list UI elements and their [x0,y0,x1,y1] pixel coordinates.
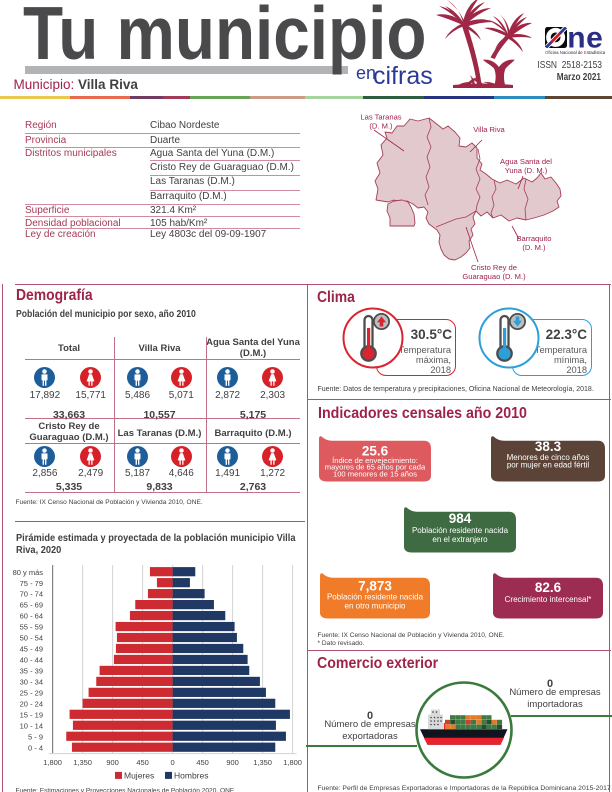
svg-text:55 - 59: 55 - 59 [20,623,43,632]
svg-text:Oficina Nacional de Estadístic: Oficina Nacional de Estadística [545,50,606,55]
svg-text:7,873: 7,873 [358,578,392,593]
svg-text:Villa Riva: Villa Riva [473,125,505,134]
svg-text:50 - 54: 50 - 54 [20,634,43,643]
svg-text:900: 900 [226,758,239,767]
svg-text:Fuente: Estimaciones y Proyecc: Fuente: Estimaciones y Proyecciones Naci… [16,788,235,792]
svg-text:20 - 24: 20 - 24 [20,699,43,708]
svg-text:10 - 14: 10 - 14 [20,721,43,730]
svg-text:Las Taranas: Las Taranas [360,113,401,122]
svg-text:en otro municipio: en otro municipio [344,601,405,610]
svg-text:Hombres: Hombres [174,771,208,781]
svg-text:1,800: 1,800 [283,758,302,767]
svg-text:Yuna (D. M.): Yuna (D. M.) [505,166,548,175]
svg-text:25 - 29: 25 - 29 [20,688,43,697]
svg-text:75 - 79: 75 - 79 [20,579,43,588]
svg-text:0 - 4: 0 - 4 [28,743,43,752]
svg-text:35 - 39: 35 - 39 [20,667,43,676]
svg-text:por mujer en edad fértil: por mujer en edad fértil [507,460,589,469]
svg-text:450: 450 [196,758,209,767]
svg-text:Barraquito: Barraquito [516,234,551,243]
svg-text:15 - 19: 15 - 19 [20,710,43,719]
svg-text:65 - 69: 65 - 69 [20,601,43,610]
svg-text:1,350: 1,350 [253,758,272,767]
svg-text:Cristo Rey de: Cristo Rey de [471,263,517,272]
svg-text:en el extranjero: en el extranjero [432,535,488,544]
svg-text:mayores de 65 años por cada: mayores de 65 años por cada [325,463,426,472]
svg-text:0: 0 [171,758,175,767]
svg-text:1,800: 1,800 [43,758,62,767]
svg-text:Índice de envejecimiento:: Índice de envejecimiento: [332,456,418,465]
svg-text:Población residente nacida: Población residente nacida [327,592,424,601]
svg-text:Mujeres: Mujeres [124,771,154,781]
svg-text:450: 450 [136,758,149,767]
svg-text:80 y más: 80 y más [13,568,44,577]
svg-text:Agua Santa del: Agua Santa del [500,157,552,166]
svg-text:Menores de cinco años: Menores de cinco años [506,453,589,462]
svg-text:60 - 64: 60 - 64 [20,612,43,621]
svg-text:40 - 44: 40 - 44 [20,656,43,665]
svg-text:25.6: 25.6 [362,444,389,459]
svg-text:Crecimiento intercensal*: Crecimiento intercensal* [504,595,591,604]
svg-text:5 - 9: 5 - 9 [28,732,43,741]
svg-text:900: 900 [106,758,119,767]
svg-text:ne: ne [567,27,603,55]
svg-text:100 menores de 15 años: 100 menores de 15 años [333,469,417,478]
svg-text:45 - 49: 45 - 49 [20,645,43,654]
svg-text:Población residente nacida: Población residente nacida [412,526,509,535]
svg-text:70 - 74: 70 - 74 [20,590,43,599]
svg-text:30 - 34: 30 - 34 [20,678,43,687]
svg-text:82.6: 82.6 [534,580,561,595]
svg-text:1,350: 1,350 [73,758,92,767]
svg-text:984: 984 [448,511,471,526]
svg-text:(D. M.): (D. M.) [369,122,393,131]
svg-text:38.3: 38.3 [535,439,562,454]
svg-text:(D. M.): (D. M.) [522,243,546,252]
svg-text:Guaraguao (D. M.): Guaraguao (D. M.) [462,272,526,281]
